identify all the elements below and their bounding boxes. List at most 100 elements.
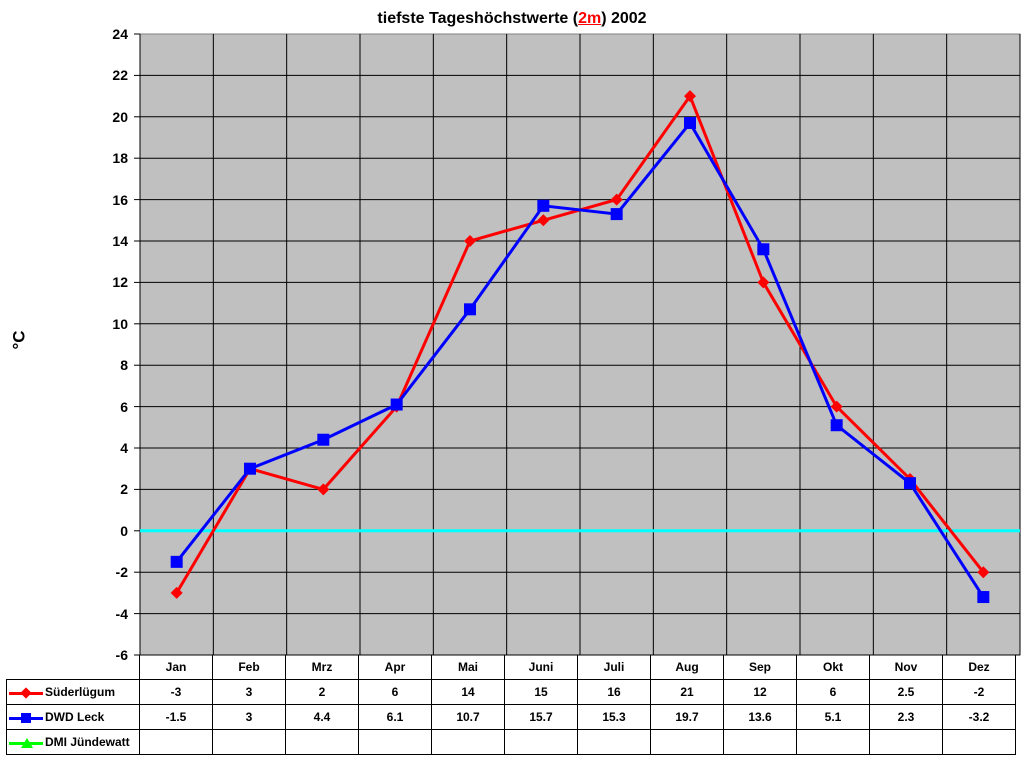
y-tick-label: 2 xyxy=(120,481,128,498)
data-cell xyxy=(504,729,578,755)
category-label: Dez xyxy=(942,655,1016,680)
category-label: Aug xyxy=(650,655,724,680)
square-marker-icon xyxy=(977,591,990,604)
triangle-legend-key-icon xyxy=(9,737,43,749)
legend-label: DWD Leck xyxy=(45,710,105,724)
y-tick-label: 12 xyxy=(112,274,128,291)
data-cell: 3 xyxy=(212,679,286,705)
y-tick-label: 6 xyxy=(120,398,128,415)
square-marker-icon xyxy=(684,117,696,130)
diamond-marker-icon xyxy=(537,214,550,227)
y-tick-label: 0 xyxy=(120,522,128,539)
legend-label: Süderlügum xyxy=(45,685,116,699)
diamond-marker-icon xyxy=(977,566,990,579)
data-cell: 4.4 xyxy=(285,704,359,730)
category-label: Nov xyxy=(869,655,943,680)
data-cell xyxy=(212,729,286,755)
data-cell: 13.6 xyxy=(723,704,797,730)
square-legend-key-icon xyxy=(9,712,43,724)
category-label: Mai xyxy=(431,655,505,680)
data-cell: -3.2 xyxy=(942,704,1016,730)
square-marker-icon xyxy=(537,199,550,212)
square-marker-icon xyxy=(244,462,256,475)
data-cell: 2 xyxy=(285,679,359,705)
data-cell: 12 xyxy=(723,679,797,705)
data-cell: 6 xyxy=(796,679,870,705)
diamond-marker-icon xyxy=(170,586,183,599)
category-label: Feb xyxy=(212,655,286,680)
square-marker-icon xyxy=(170,555,183,568)
legend-entry: DMI Jündewatt xyxy=(6,729,140,755)
data-cell: 3 xyxy=(212,704,286,730)
square-marker-icon xyxy=(390,398,403,411)
data-cell: 15.3 xyxy=(577,704,651,730)
category-label: Juli xyxy=(577,655,651,680)
data-cell xyxy=(650,729,724,755)
data-cell xyxy=(796,729,870,755)
data-cell: 2.5 xyxy=(869,679,943,705)
diamond-marker-icon xyxy=(684,90,696,103)
data-cell xyxy=(869,729,943,755)
y-tick-label: 14 xyxy=(112,233,128,249)
data-cell xyxy=(942,729,1016,755)
square-marker-icon xyxy=(904,477,916,490)
legend-entry: DWD Leck xyxy=(6,704,140,730)
diamond-legend-key-icon xyxy=(9,687,43,699)
data-table-row: DWD Leck -1.5 3 4.4 6.1 10.7 15.7 15.3 19.7 13.6 5… xyxy=(6,704,1016,730)
category-label: Juni xyxy=(504,655,578,680)
data-table-row: DMI Jündewatt xyxy=(6,729,1016,755)
diamond-marker-icon xyxy=(830,400,843,413)
data-cell: 6 xyxy=(358,679,432,705)
data-cell: -2 xyxy=(942,679,1016,705)
y-tick-label: 18 xyxy=(112,150,128,167)
chart-title: tiefste Tageshöchstwerte (2m) 2002 xyxy=(377,10,647,27)
square-marker-icon xyxy=(610,208,623,221)
y-tick-label: 4 xyxy=(120,440,128,456)
y-tick-label: -2 xyxy=(115,564,128,581)
data-cell: 21 xyxy=(650,679,724,705)
data-table: Jan Feb Mrz Apr Mai Juni Juli Aug Sep Okt Nov Dez S… xyxy=(6,655,1016,755)
diamond-marker-icon xyxy=(317,483,330,496)
data-cell: -3 xyxy=(139,679,213,705)
data-cell xyxy=(139,729,213,755)
category-label: Apr xyxy=(358,655,432,680)
data-cell: 19.7 xyxy=(650,704,724,730)
square-marker-icon xyxy=(464,303,476,316)
data-cell: 10.7 xyxy=(431,704,505,730)
data-cell xyxy=(723,729,797,755)
data-cell: 6.1 xyxy=(358,704,432,730)
y-tick-label: 22 xyxy=(112,67,128,84)
category-label: Sep xyxy=(723,655,797,680)
square-marker-icon xyxy=(317,433,330,446)
y-tick-label: 10 xyxy=(112,315,128,332)
data-table-row: Süderlügum -3 3 2 6 14 15 16 21 12 6 2.5 -2 xyxy=(6,679,1016,705)
data-cell: 2.3 xyxy=(869,704,943,730)
data-cell: -1.5 xyxy=(139,704,213,730)
data-table-header-row: Jan Feb Mrz Apr Mai Juni Juli Aug Sep Okt Nov Dez xyxy=(6,655,1016,680)
y-tick-label: 16 xyxy=(112,191,128,208)
data-cell xyxy=(358,729,432,755)
data-cell: 14 xyxy=(431,679,505,705)
diamond-marker-icon xyxy=(757,276,770,289)
legend-label: DMI Jündewatt xyxy=(45,735,130,749)
data-cell: 16 xyxy=(577,679,651,705)
category-label: Mrz xyxy=(285,655,359,680)
diamond-marker-icon xyxy=(464,235,476,247)
title-accent: 2m xyxy=(578,10,602,27)
data-cell: 5.1 xyxy=(796,704,870,730)
y-tick-label: -4 xyxy=(115,605,128,622)
legend-entry: Süderlügum xyxy=(6,679,140,705)
data-cell xyxy=(431,729,505,755)
y-tick-label: 8 xyxy=(120,357,128,374)
square-marker-icon xyxy=(830,419,843,432)
diamond-marker-icon xyxy=(610,193,623,206)
data-cell: 15.7 xyxy=(504,704,578,730)
square-marker-icon xyxy=(757,243,770,256)
y-tick-label: 20 xyxy=(112,108,128,125)
y-tick-label: 24 xyxy=(112,26,128,42)
data-cell xyxy=(577,729,651,755)
data-cell xyxy=(285,729,359,755)
category-label: Jan xyxy=(139,655,213,680)
data-cell: 15 xyxy=(504,679,578,705)
